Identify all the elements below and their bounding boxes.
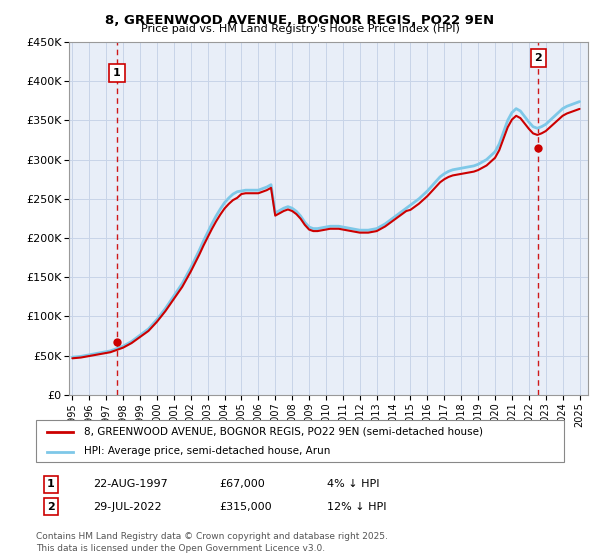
Text: HPI: Average price, semi-detached house, Arun: HPI: Average price, semi-detached house,… <box>83 446 330 456</box>
Text: 4% ↓ HPI: 4% ↓ HPI <box>327 479 380 489</box>
Text: 22-AUG-1997: 22-AUG-1997 <box>93 479 168 489</box>
Text: 2: 2 <box>535 53 542 63</box>
Text: £67,000: £67,000 <box>219 479 265 489</box>
Text: 1: 1 <box>113 68 121 78</box>
Text: £315,000: £315,000 <box>219 502 272 512</box>
Text: Price paid vs. HM Land Registry's House Price Index (HPI): Price paid vs. HM Land Registry's House … <box>140 24 460 34</box>
FancyBboxPatch shape <box>36 420 564 462</box>
Text: Contains HM Land Registry data © Crown copyright and database right 2025.
This d: Contains HM Land Registry data © Crown c… <box>36 533 388 553</box>
Text: 8, GREENWOOD AVENUE, BOGNOR REGIS, PO22 9EN (semi-detached house): 8, GREENWOOD AVENUE, BOGNOR REGIS, PO22 … <box>83 427 482 437</box>
Text: 2: 2 <box>47 502 55 512</box>
Text: 29-JUL-2022: 29-JUL-2022 <box>93 502 161 512</box>
Text: 1: 1 <box>47 479 55 489</box>
Text: 8, GREENWOOD AVENUE, BOGNOR REGIS, PO22 9EN: 8, GREENWOOD AVENUE, BOGNOR REGIS, PO22 … <box>106 14 494 27</box>
Text: 12% ↓ HPI: 12% ↓ HPI <box>327 502 386 512</box>
